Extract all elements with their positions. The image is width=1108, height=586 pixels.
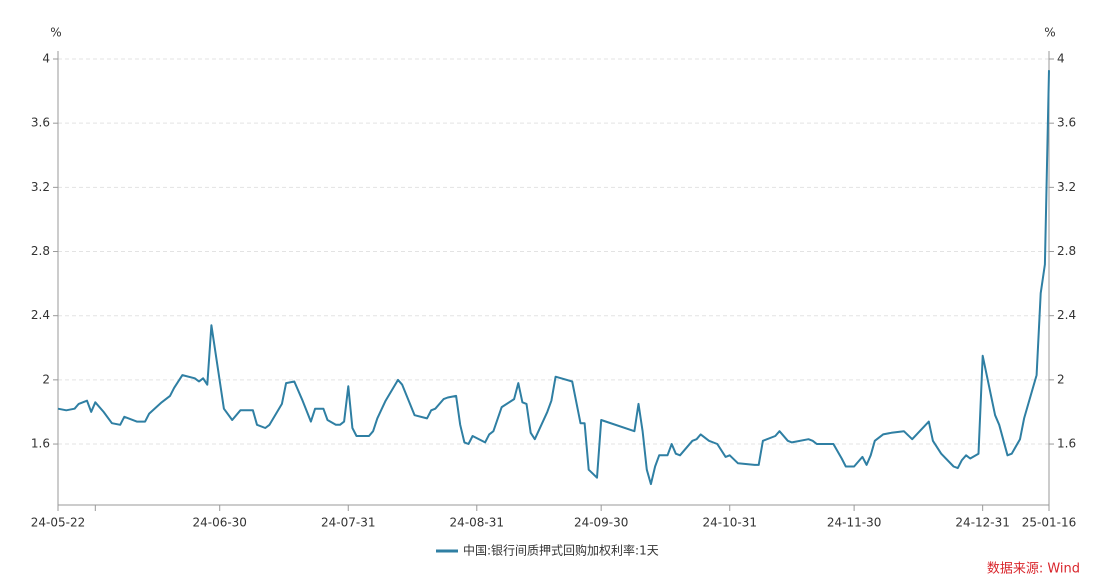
- y2-tick-label: 3.2: [1057, 180, 1076, 194]
- x-tick-label: 24-09-30: [574, 516, 628, 530]
- y-tick-label: 1.6: [31, 437, 50, 451]
- x-tick-label: 24-11-30: [827, 516, 881, 530]
- y-unit: %: [50, 26, 61, 40]
- y-tick-label: 2.8: [31, 244, 50, 258]
- source: 数据来源: Wind: [987, 562, 1080, 577]
- y-tick-label: 2.4: [31, 308, 50, 322]
- y2-tick-label: 2.8: [1057, 244, 1076, 258]
- x-tick-label: 24-08-31: [450, 516, 504, 530]
- y2-tick-label: 1.6: [1057, 437, 1076, 451]
- legend-label: 中国:银行间质押式回购加权利率:1天: [463, 543, 659, 558]
- y2-unit: %: [1044, 26, 1055, 40]
- y2-tick-label: 4: [1057, 52, 1065, 66]
- y-tick-label: 3.2: [31, 180, 50, 194]
- y2-tick-label: 3.6: [1057, 116, 1076, 130]
- x-tick-label: 24-06-30: [192, 516, 246, 530]
- x-tick-label: 24-10-31: [702, 516, 756, 530]
- line: [57, 70, 1050, 486]
- y-tick-label: 3.6: [31, 116, 50, 130]
- x-tick-label: 25-01-16: [1022, 516, 1076, 530]
- x-tick-label: 24-05-22: [31, 516, 85, 530]
- y-tick-label: 4: [42, 52, 50, 66]
- x-tick-label: 24-07-31: [321, 516, 375, 530]
- y-tick-label: 2: [42, 372, 50, 386]
- y2-tick-label: 2.4: [1057, 308, 1076, 322]
- x-tick-label: 24-12-31: [955, 516, 1009, 530]
- y2-tick-label: 2: [1057, 372, 1065, 386]
